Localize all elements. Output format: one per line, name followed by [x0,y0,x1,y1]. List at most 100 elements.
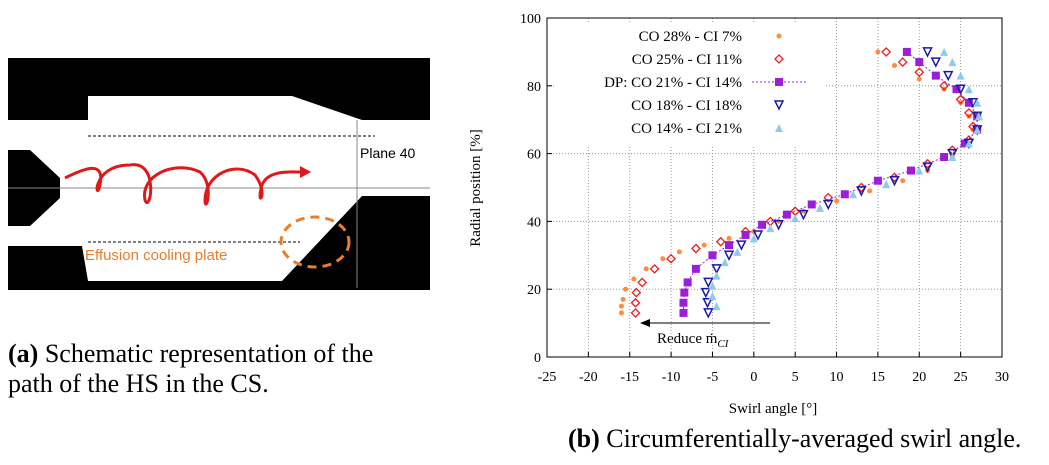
caption-text: Schematic representation of the [45,339,373,368]
point [807,200,816,209]
y-tick-label: 100 [520,12,541,27]
point [875,49,881,55]
x-tick-label: 30 [995,370,1009,385]
y-tick-label: 80 [527,80,541,95]
legend-marker [773,100,785,111]
caption-b: (b) Circumferentially-averaged swirl ang… [568,424,1021,453]
point [620,296,626,302]
point [856,186,867,197]
caption-a-line: path of the HS in the CS. [8,369,269,398]
point [702,298,713,309]
point [882,180,891,189]
point [964,139,973,148]
point [666,253,677,264]
point [955,84,966,95]
annotation: Reduce ṁCI [657,331,730,350]
legend-label: CO 28% - CI 7% [639,29,742,45]
point [618,310,624,316]
point [834,198,840,204]
x-tick-label: -25 [538,370,557,385]
plate-label: Effusion cooling plate [85,247,227,264]
point [922,162,933,173]
point [907,166,915,175]
point [947,148,958,160]
point [741,230,750,239]
x-tick-label: -20 [579,370,598,385]
series-line [683,51,978,313]
point [749,234,758,243]
upper-wall [8,58,430,120]
point [915,166,924,175]
point [963,108,974,118]
point [902,47,911,56]
x-tick-label: -5 [707,370,719,385]
point [691,264,700,273]
point [782,210,791,219]
point [623,286,629,292]
point [867,188,873,194]
point [708,251,717,260]
point [943,70,954,82]
point [900,178,906,184]
swirl-path [64,163,301,206]
y-axis-title: Radial position [%] [468,129,484,246]
point [956,71,965,80]
caption-text: Circumferentially-averaged swirl angle. [606,424,1021,453]
point [849,190,858,199]
legend-marker [774,54,784,64]
legend-label: CO 25% - CI 11% [632,52,742,68]
point [967,98,979,109]
point [964,98,973,107]
point [758,220,767,229]
point [679,298,688,307]
legend-label: CO 18% - CI 18% [631,98,742,114]
point [703,277,714,289]
point [897,57,908,67]
point [930,57,942,68]
point [798,209,809,221]
plot-frame [546,17,1003,358]
point [736,240,747,251]
point [773,220,784,231]
point [973,125,982,134]
point [891,62,897,68]
legend-marker [775,124,783,132]
point [637,277,648,288]
point [940,152,949,161]
y-tick-label: 0 [534,351,541,366]
y-tick-label: 60 [527,148,541,163]
annotation-text: Reduce ṁ [657,331,718,347]
point [631,276,637,282]
point [618,303,624,309]
point [701,242,707,248]
point [791,214,800,223]
point [660,256,666,262]
annotation-arrow-head [640,319,650,327]
x-tick-label: -10 [662,370,681,385]
legend-marker [775,78,783,86]
x-axis-title: Swirl angle [°] [729,401,817,417]
point [726,235,732,241]
point [948,58,957,67]
point [712,271,721,280]
schematic: Plane 40 Effusion cooling plate [8,58,430,290]
point [690,243,701,254]
point [725,241,733,250]
point [643,266,649,272]
annotation-sub: CI [717,338,729,350]
caption-a: (a) Schematic representation of the [8,339,373,368]
point [712,302,721,311]
point [964,85,973,94]
x-tick-label: 10 [830,370,844,385]
point [915,58,924,67]
highlight-circle [279,215,351,269]
x-tick-label: 20 [912,370,926,385]
point [873,176,882,185]
point [680,288,689,297]
point [752,230,764,241]
caption-tag: (a) [8,339,38,368]
point [708,281,717,290]
point [630,308,641,318]
